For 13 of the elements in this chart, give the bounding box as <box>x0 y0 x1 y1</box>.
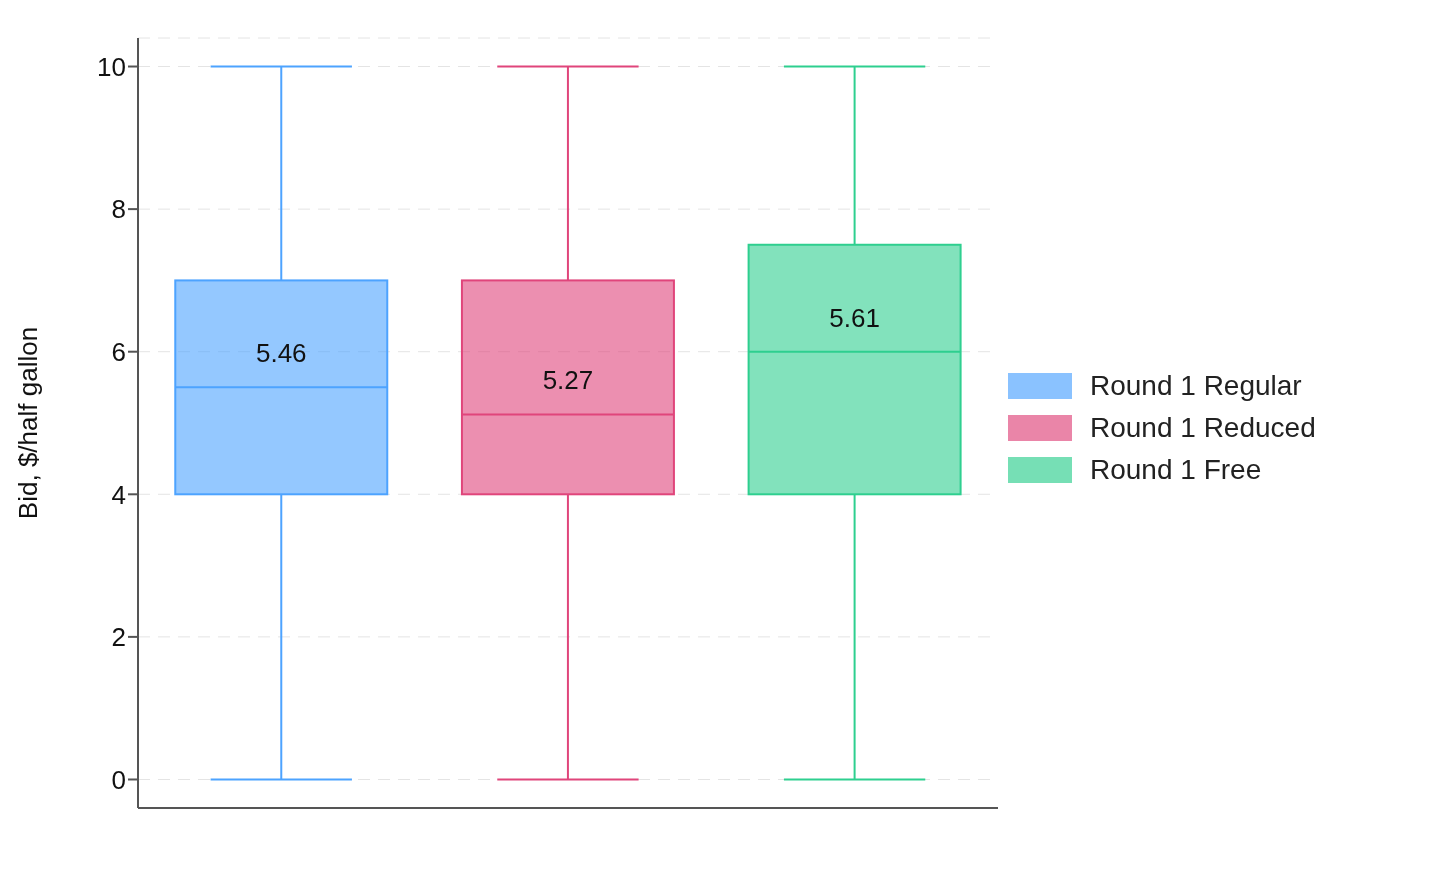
y-tick-label: 2 <box>111 622 126 653</box>
annotation: 5.61 <box>829 302 880 333</box>
y-axis-title: Bid, $/half gallon <box>13 326 44 520</box>
legend-label: Round 1 Free <box>1090 454 1262 486</box>
legend-label: Round 1 Reduced <box>1090 412 1316 444</box>
y-tick-label: 0 <box>111 764 126 795</box>
y-tick-label: 4 <box>111 479 126 510</box>
y-tick-label: 8 <box>111 194 126 225</box>
y-tick-label: 6 <box>111 336 126 367</box>
annotation: 5.27 <box>542 365 594 396</box>
annotation: 5.46 <box>255 338 307 369</box>
legend-label: Round 1 Regular <box>1090 370 1302 402</box>
y-tick-label: 10 <box>97 51 126 82</box>
